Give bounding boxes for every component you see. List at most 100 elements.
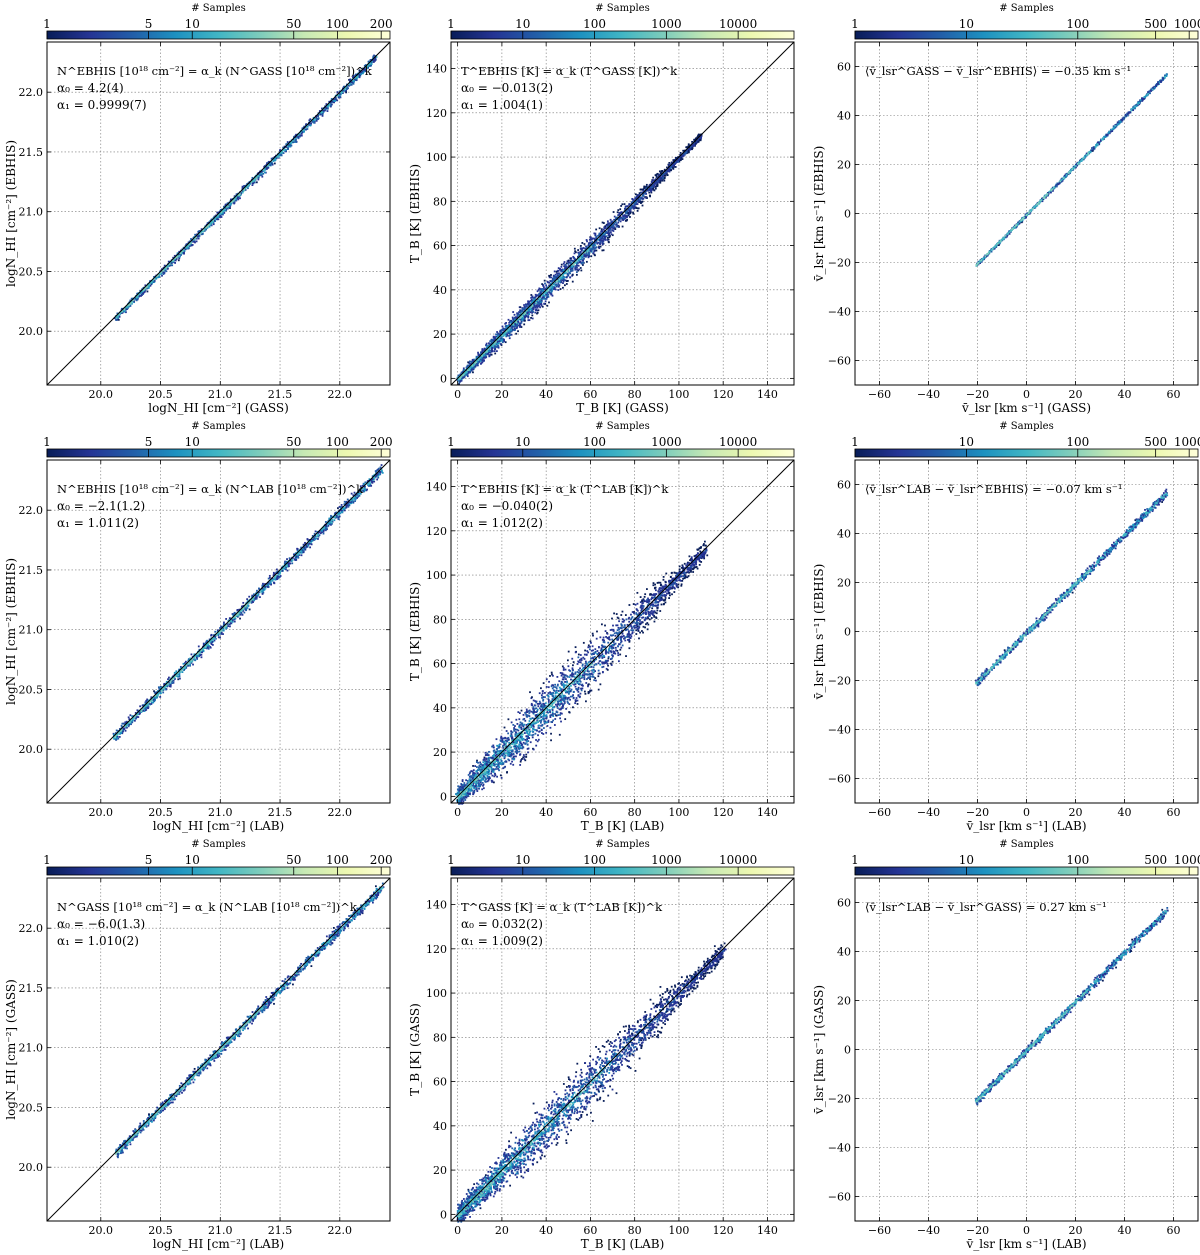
y-tick-label: 80: [433, 1031, 447, 1044]
x-tick-label: 0: [1023, 1224, 1030, 1237]
y-tick-label: 22.0: [19, 922, 44, 935]
y-axis-label: T_B [K] (EBHIS): [408, 582, 422, 681]
fit-coefficient: α₁ = 1.009(2): [461, 934, 543, 948]
panel-nhi-r1c0: # Samples 1 5 10 50 100 200 20.0 20.5 21.0 21.5 22.…: [4, 421, 393, 833]
y-tick-label: 100: [426, 987, 447, 1000]
colorbar-tick-label: 200: [370, 435, 393, 449]
y-tick-label: −60: [828, 1191, 851, 1204]
fit-equation: T^EBHIS [K] = α_k (T^LAB [K])^k: [461, 482, 669, 496]
y-tick-label: 40: [837, 110, 851, 123]
colorbar-tick-label: 1: [447, 435, 455, 449]
colorbar-tick-label: 1: [43, 435, 51, 449]
x-tick-label: 20.0: [89, 1224, 114, 1237]
colorbar-tick-label: 5: [145, 17, 153, 31]
colorbar-tick-label: 1000: [1174, 853, 1200, 867]
x-tick-label: 20.0: [89, 806, 114, 819]
x-axis-label: v̄_lsr [km s⁻¹] (LAB): [965, 819, 1086, 833]
y-tick-label: −20: [828, 675, 851, 688]
y-tick-label: 40: [433, 1120, 447, 1133]
colorbar: [46, 866, 391, 876]
density-core: [975, 151, 1091, 267]
colorbar-tick-label: 1000: [651, 435, 682, 449]
x-tick-label: 60: [583, 1224, 597, 1237]
colorbar-tick-label: 10: [185, 853, 200, 867]
y-tick-label: 21.0: [19, 624, 44, 637]
y-tick-label: 21.5: [19, 146, 44, 159]
y-tick-label: 40: [433, 284, 447, 297]
y-tick-label: 20: [837, 159, 851, 172]
colorbar-tick-label: 1: [851, 853, 859, 867]
y-axis-label: v̄_lsr [km s⁻¹] (EBHIS): [812, 146, 826, 283]
y-tick-label: 0: [844, 208, 851, 221]
y-axis-label: logN_HI [cm⁻²] (EBHIS): [4, 558, 18, 705]
fit-coefficient: α₀ = 0.032(2): [461, 917, 543, 931]
colorbar-tick-label: 10000: [719, 435, 757, 449]
panel-vel-r0c2: # Samples 1 10 100 500 1000 −60 −40 −20 0 20 40 60 −6…: [812, 3, 1200, 415]
y-tick-label: 20.5: [19, 1101, 44, 1114]
colorbar-tick-label: 10: [959, 17, 974, 31]
x-axis-label: T_B [K] (LAB): [581, 1237, 665, 1251]
y-axis-label: T_B [K] (EBHIS): [408, 164, 422, 263]
x-tick-label: 80: [628, 806, 642, 819]
y-tick-label: 140: [426, 63, 447, 76]
colorbar-tick-label: 10: [185, 17, 200, 31]
x-tick-label: 40: [1118, 806, 1132, 819]
y-tick-label: 60: [837, 479, 851, 492]
fit-coefficient: α₁ = 1.012(2): [461, 516, 543, 530]
y-tick-label: 0: [844, 626, 851, 639]
x-tick-label: −60: [868, 806, 891, 819]
x-tick-label: 20.5: [148, 1224, 173, 1237]
x-tick-label: −40: [917, 1224, 940, 1237]
fit-coefficient: α₀ = 4.2(4): [57, 81, 124, 95]
fit-coefficient: α₁ = 1.010(2): [57, 934, 139, 948]
y-tick-label: 60: [433, 1076, 447, 1089]
x-tick-label: 140: [757, 806, 778, 819]
y-tick-label: 20.5: [19, 683, 44, 696]
colorbar-tick-label: 100: [326, 435, 349, 449]
density-core: [975, 986, 1092, 1103]
y-tick-label: 140: [426, 481, 447, 494]
x-tick-label: −20: [966, 806, 989, 819]
fit-equation: T^EBHIS [K] = α_k (T^GASS [K])^k: [461, 64, 678, 78]
y-axis-label: logN_HI [cm⁻²] (EBHIS): [4, 140, 18, 287]
colorbar-tick-label: 500: [1144, 17, 1167, 31]
y-tick-label: 20.0: [19, 743, 44, 756]
panel-vel-r2c2: # Samples 1 10 100 500 1000 −60 −40 −20 0 20 40 60 −6…: [812, 839, 1200, 1251]
colorbar-label: # Samples: [999, 3, 1054, 14]
x-tick-label: 60: [583, 388, 597, 401]
colorbar-tick-label: 10: [959, 435, 974, 449]
fit-equation: ⟨v̄_lsr^LAB − v̄_lsr^GASS⟩ = 0.27 km s⁻¹: [865, 900, 1107, 914]
y-tick-label: 140: [426, 899, 447, 912]
x-tick-label: −20: [966, 1224, 989, 1237]
x-tick-label: 20.5: [148, 806, 173, 819]
x-tick-label: 60: [1167, 388, 1181, 401]
x-tick-label: 20.0: [89, 388, 114, 401]
y-tick-label: −40: [828, 1142, 851, 1155]
colorbar-tick-label: 100: [1066, 17, 1089, 31]
fit-equation: N^EBHIS [10¹⁸ cm⁻²] = α_k (N^LAB [10¹⁸ c…: [57, 482, 364, 496]
one-to-one-line: [46, 41, 391, 386]
x-tick-label: 40: [539, 388, 553, 401]
x-tick-label: −60: [868, 1224, 891, 1237]
x-tick-label: −40: [917, 806, 940, 819]
x-tick-label: 20: [495, 1224, 509, 1237]
x-tick-label: 20: [1069, 1224, 1083, 1237]
colorbar-tick-label: 100: [1066, 435, 1089, 449]
colorbar: [46, 30, 391, 40]
y-tick-label: 60: [433, 658, 447, 671]
x-tick-label: 20.5: [148, 388, 173, 401]
density-core: [975, 569, 1091, 685]
x-axis-label: v̄_lsr [km s⁻¹] (LAB): [965, 1237, 1086, 1251]
y-tick-label: 40: [837, 528, 851, 541]
x-axis-label: logN_HI [cm⁻²] (LAB): [153, 819, 285, 833]
colorbar: [854, 448, 1199, 458]
x-tick-label: 40: [539, 1224, 553, 1237]
fit-coefficient: α₀ = −6.0(1.3): [57, 917, 145, 931]
colorbar-tick-label: 1: [447, 853, 455, 867]
x-axis-label: logN_HI [cm⁻²] (LAB): [153, 1237, 285, 1251]
y-axis-label: T_B [K] (GASS): [408, 1003, 422, 1096]
fit-equation: ⟨v̄_lsr^GASS − v̄_lsr^EBHIS⟩ = −0.35 km …: [865, 64, 1131, 78]
fit-equation: N^GASS [10¹⁸ cm⁻²] = α_k (N^LAB [10¹⁸ cm…: [57, 900, 358, 914]
y-tick-label: 20: [433, 1164, 447, 1177]
